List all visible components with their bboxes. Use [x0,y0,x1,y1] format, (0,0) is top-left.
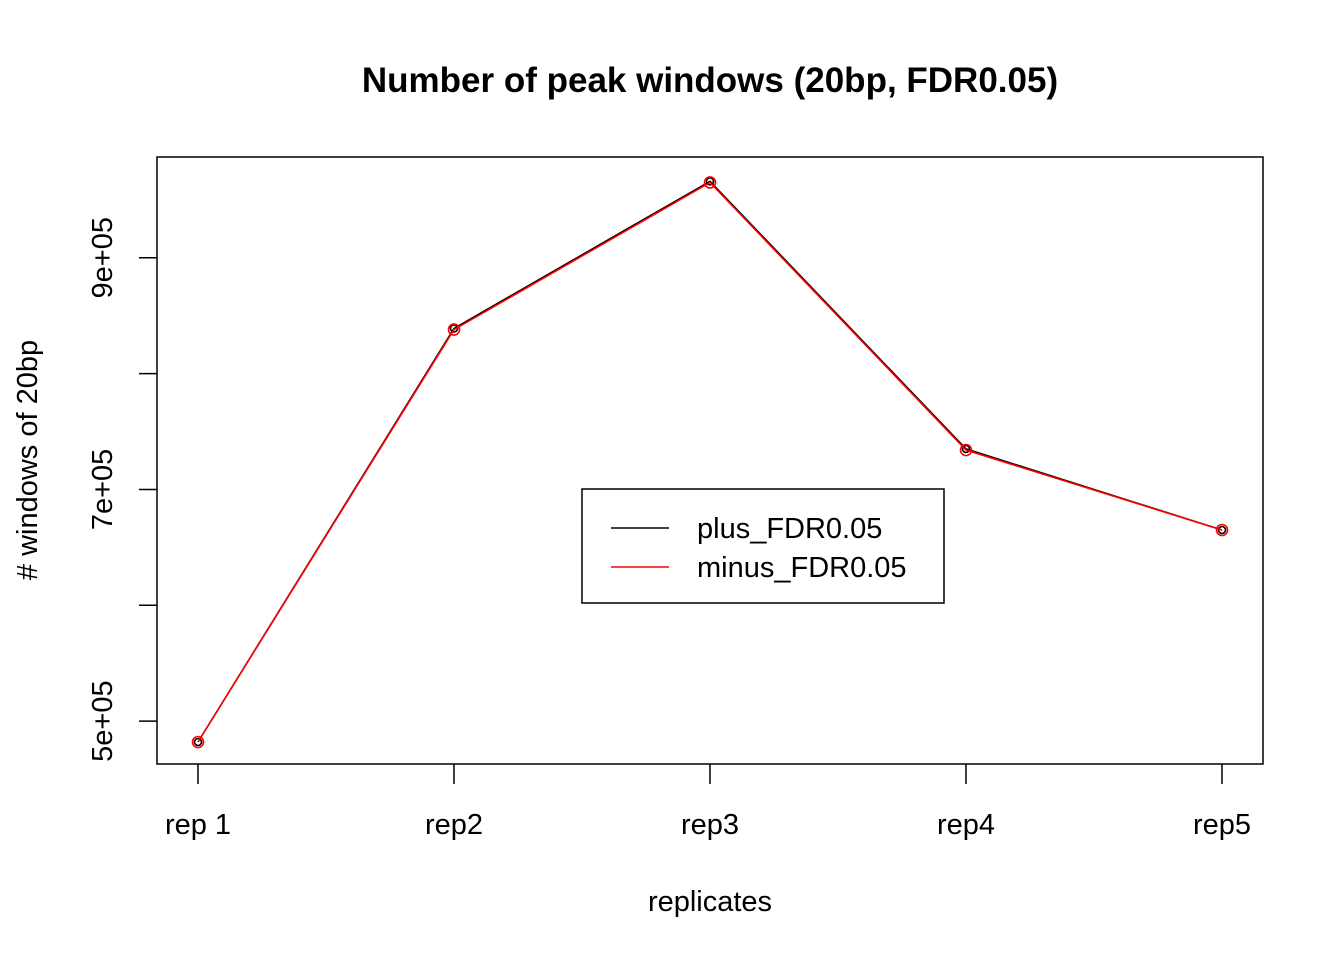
legend-label: plus_FDR0.05 [697,513,882,545]
data-point [1215,523,1229,537]
y-tick-label: 5e+05 [87,680,119,761]
legend-box [581,488,945,604]
data-point [705,177,715,186]
series-layer [191,176,1229,749]
y-tick-label: 9e+05 [87,217,119,298]
x-tick-label: rep3 [681,809,739,841]
data-point [961,444,971,454]
x-axis: rep 1 rep2 rep3 rep4 rep5 [165,764,1251,841]
y-axis: 5e+05 7e+05 9e+05 [87,217,157,762]
chart-title: Number of peak windows (20bp, FDR0.05) [362,61,1058,100]
x-tick-label: rep5 [1193,809,1251,841]
x-tick-label: rep 1 [165,809,231,841]
x-tick-label: rep2 [425,809,483,841]
x-tick-label: rep4 [937,809,995,841]
series-line [197,180,1223,743]
data-point [447,323,461,336]
series-2 [191,176,1229,749]
data-point [959,443,973,457]
x-axis-label: replicates [648,886,772,918]
series-line [197,181,1223,743]
data-point [1217,525,1227,535]
data-point [193,737,203,747]
y-axis-label: # windows of 20bp [12,340,44,580]
legend-label: minus_FDR0.05 [697,552,907,584]
y-tick-label: 7e+05 [87,449,119,530]
legend: plus_FDR0.05 minus_FDR0.05 [581,488,945,604]
data-point [191,735,205,749]
data-point [703,176,717,189]
series-1 [193,177,1227,747]
plot-box [156,156,1264,765]
